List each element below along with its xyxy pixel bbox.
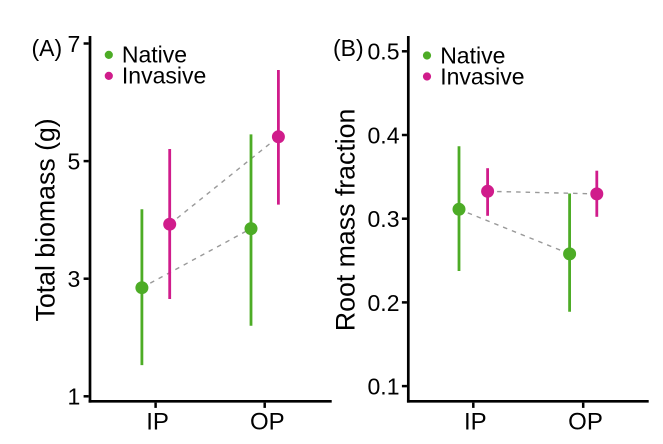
svg-text:IP: IP [146,409,169,436]
svg-text:(A): (A) [32,35,63,61]
svg-text:5: 5 [68,149,81,175]
svg-text:OP: OP [250,409,285,436]
svg-text:0.1: 0.1 [368,374,400,400]
svg-text:IP: IP [464,409,487,436]
svg-text:Invasive: Invasive [122,63,206,89]
svg-text:0.2: 0.2 [368,290,400,316]
svg-text:Root mass fraction: Root mass fraction [330,109,360,331]
svg-text:Native: Native [440,42,505,68]
svg-text:Total biomass (g): Total biomass (g) [30,118,60,321]
svg-text:OP: OP [568,409,603,436]
svg-text:Invasive: Invasive [440,63,524,89]
svg-text:7: 7 [68,31,81,57]
svg-text:0.5: 0.5 [368,39,400,65]
svg-text:0.3: 0.3 [368,206,400,232]
svg-text:3: 3 [68,266,81,292]
svg-text:Native: Native [122,42,187,68]
svg-text:0.4: 0.4 [368,122,400,148]
svg-text:(B): (B) [333,35,364,61]
svg-text:1: 1 [68,384,81,410]
